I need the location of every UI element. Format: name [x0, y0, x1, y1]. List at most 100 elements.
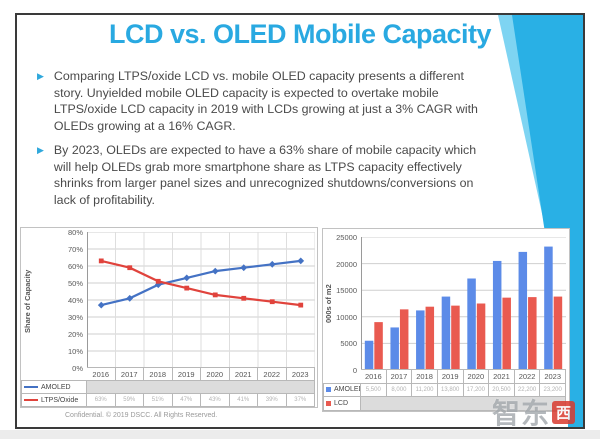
- bullet-text: Comparing LTPS/oxide LCD vs. mobile OLED…: [53, 69, 478, 133]
- year-cell: 2022: [258, 367, 287, 381]
- watermark-text: 智东: [492, 398, 551, 429]
- bar-LCD: [502, 297, 511, 370]
- line-plot: [87, 232, 315, 368]
- y-tick-label: 10000: [336, 312, 357, 322]
- watermark-logo: 西: [552, 400, 576, 424]
- year-cell: 2018: [412, 369, 438, 384]
- data-point-marker: [183, 274, 191, 282]
- y-tick-label: 30%: [67, 313, 83, 322]
- data-point-marker: [297, 257, 305, 265]
- legend-label: LTPS/Oxide: [41, 396, 79, 404]
- page-bottom-strip: [0, 430, 600, 439]
- data-point-marker: [97, 301, 105, 309]
- year-cell: 2020: [463, 369, 490, 384]
- y-tick-label: 10%: [67, 347, 83, 356]
- data-point-marker: [127, 265, 133, 271]
- data-point-marker: [298, 302, 304, 308]
- data-point-marker: [240, 264, 248, 272]
- bullet-list: ▶ Comparing LTPS/oxide LCD vs. mobile OL…: [35, 68, 490, 216]
- bar-AMOLED: [544, 246, 553, 370]
- bar-AMOLED: [518, 251, 528, 370]
- legend-swatch: [24, 399, 38, 401]
- year-cell: 2022: [514, 369, 541, 384]
- data-point-marker: [211, 267, 219, 275]
- bullet-item: ▶ By 2023, OLEDs are expected to have a …: [35, 142, 490, 208]
- value-cell: 5,500: [361, 382, 387, 398]
- year-cell: 2016: [361, 369, 387, 384]
- y-tick-label: 70%: [67, 245, 83, 254]
- y-tick-label: 5000: [340, 339, 357, 349]
- bullet-text: By 2023, OLEDs are expected to have a 63…: [53, 143, 477, 207]
- data-point-marker: [98, 258, 104, 264]
- legend-item-AMOLED: AMOLED: [323, 382, 361, 398]
- bar-AMOLED: [441, 296, 451, 370]
- value-cell: 17,200: [463, 382, 490, 398]
- value-cell: 63%: [87, 393, 116, 407]
- legend-label: LCD: [334, 400, 349, 408]
- value-cell: 51%: [144, 393, 173, 407]
- value-cell: 8,000: [386, 382, 413, 398]
- year-cell: 2023: [286, 367, 315, 381]
- bar-LCD: [553, 296, 563, 370]
- bar-AMOLED: [492, 260, 502, 370]
- series-line-AMOLED: [100, 259, 301, 307]
- capacity-bar-chart: 000s of m2 0 5000 10000 15000 20000 25000 201…: [322, 228, 570, 412]
- year-cell: 2017: [386, 369, 413, 384]
- y-tick-label: 15000: [336, 286, 357, 296]
- year-cell: 2021: [489, 369, 515, 384]
- y-tick-label: 50%: [67, 279, 83, 288]
- y-tick-label: 20000: [336, 259, 357, 269]
- year-cell: 2020: [201, 367, 230, 381]
- data-point-marker: [212, 292, 218, 298]
- data-point-marker: [126, 294, 134, 302]
- bar-AMOLED: [364, 340, 374, 370]
- y-tick-label: 20%: [67, 330, 83, 339]
- year-cell: 2019: [172, 367, 201, 381]
- watermark: 智东 西: [492, 392, 576, 432]
- legend-label: AMOLED: [41, 383, 71, 391]
- table-corner: [21, 367, 87, 381]
- year-cell: 2023: [540, 369, 566, 384]
- bar-LCD: [374, 322, 383, 370]
- y-tick-label: 25000: [336, 233, 357, 242]
- data-point-marker: [155, 278, 161, 284]
- bullet-item: ▶ Comparing LTPS/oxide LCD vs. mobile OL…: [35, 68, 490, 134]
- slide: LCD vs. OLED Mobile Capacity ▶ Comparing…: [15, 13, 585, 429]
- bar-LCD: [425, 306, 435, 370]
- y-tick-label: 60%: [67, 262, 83, 271]
- bullet-triangle-icon: ▶: [37, 71, 44, 81]
- bar-AMOLED: [390, 327, 399, 370]
- bar-LCD: [476, 303, 486, 370]
- bar-AMOLED: [467, 278, 476, 370]
- selected-row-block: [87, 380, 315, 394]
- value-cell: 39%: [258, 393, 287, 407]
- legend-item-AMOLED: AMOLED: [21, 380, 87, 394]
- series-line-LTPS/Oxide: [100, 259, 301, 307]
- value-cell: 43%: [201, 393, 230, 407]
- line-chart-data-table: 2016 2017 2018 2019 2020 2021 2022 2023 AMOLED LT…: [21, 367, 315, 407]
- value-cell: 47%: [172, 393, 201, 407]
- bar-chart-data-table: 2016 2017 2018 2019 2020 2021 2022 2023 AMOLED 5,…: [323, 369, 566, 411]
- y-tick-label: 0: [352, 366, 357, 375]
- bar-AMOLED: [416, 310, 425, 370]
- y-axis-label: 000s of m2: [324, 284, 333, 324]
- bar-LCD: [399, 309, 409, 370]
- data-point-marker: [268, 260, 276, 268]
- year-cell: 2017: [115, 367, 144, 381]
- data-point-marker: [269, 299, 275, 305]
- legend-item-LTPS/Oxide: LTPS/Oxide: [21, 393, 87, 407]
- bar-LCD: [451, 305, 460, 370]
- y-tick-label: 40%: [67, 296, 83, 305]
- data-point-marker: [241, 295, 247, 301]
- legend-item-LCD: LCD: [323, 396, 361, 411]
- year-cell: 2019: [437, 369, 464, 384]
- bullet-triangle-icon: ▶: [37, 145, 44, 155]
- legend-swatch: [326, 401, 331, 407]
- bar-LCD: [528, 297, 537, 370]
- year-cell: 2016: [87, 367, 116, 381]
- value-cell: 59%: [115, 393, 144, 407]
- legend-label: AMOLED: [334, 386, 361, 394]
- y-tick-label: 80%: [67, 228, 83, 237]
- share-of-capacity-line-chart: Share of Capacity 0% 10% 20% 30% 40% 50% 60% 70…: [20, 227, 318, 408]
- bar-plot: [361, 237, 566, 370]
